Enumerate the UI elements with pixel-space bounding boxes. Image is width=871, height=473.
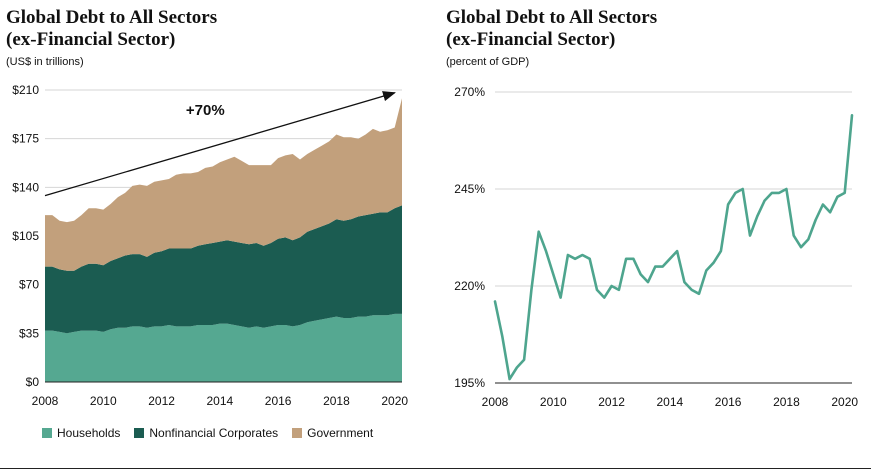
line-chart: 195% 220% 245% 270% 2008 2010 2012 2014 2016 2018… (454, 85, 858, 409)
right-x-tick-label: 2014 (657, 395, 684, 409)
legend: Households Nonfinancial Corporates Gover… (42, 426, 373, 440)
left-y-tick-label: $0 (26, 375, 40, 389)
right-x-tick-label: 2008 (482, 395, 509, 409)
left-x-tick-label: 2016 (265, 394, 292, 408)
right-y-tick-label: 245% (454, 182, 485, 196)
left-chart-subtitle: (US$ in trillions) (6, 56, 84, 68)
left-chart-title: Global Debt to All Sectors (ex-Financial… (6, 7, 306, 51)
left-x-tick-label: 2020 (381, 394, 408, 408)
area-nonfinancial-corporates (45, 205, 402, 334)
left-x-tick-label: 2014 (207, 394, 234, 408)
right-x-tick-label: 2012 (598, 395, 625, 409)
left-y-tick-label: $175 (12, 132, 39, 146)
left-title-line2: (ex-Financial Sector) (6, 29, 176, 50)
left-y-tick-label: $70 (19, 278, 39, 292)
left-x-tick-label: 2018 (323, 394, 350, 408)
legend-swatch-nonfinancial (134, 428, 145, 438)
right-title-line2: (ex-Financial Sector) (446, 29, 616, 50)
right-y-tick-label: 195% (454, 376, 485, 390)
area-households (45, 313, 402, 382)
legend-item-households: Households (42, 426, 120, 440)
legend-label-nonfinancial: Nonfinancial Corporates (149, 426, 279, 440)
legend-swatch-households (42, 428, 52, 438)
right-x-tick-label: 2020 (831, 395, 858, 409)
legend-item-nonfinancial: Nonfinancial Corporates (134, 426, 278, 440)
right-title-line1: Global Debt to All Sectors (446, 7, 658, 28)
left-y-tick-label: $105 (12, 229, 39, 243)
debt-to-gdp-line (493, 114, 854, 381)
left-x-tick-label: 2008 (32, 394, 59, 408)
left-x-tick-label: 2010 (90, 394, 117, 408)
left-y-tick-label: $35 (19, 326, 39, 340)
area-government (45, 98, 402, 271)
right-chart-title: Global Debt to All Sectors (ex-Financial… (446, 7, 746, 51)
growth-annotation-label: +70% (186, 102, 225, 119)
right-x-tick-label: 2010 (540, 395, 567, 409)
left-y-tick-label: $210 (12, 83, 39, 97)
right-y-tick-label: 220% (454, 279, 485, 293)
left-y-tick-label: $140 (12, 180, 39, 194)
stacked-area-chart: $0 $35 $70 $105 $140 $175 $210 2008 2010 2012 2014… (12, 83, 408, 408)
legend-label-government: Government (307, 426, 374, 440)
growth-arrow (44, 91, 396, 197)
right-x-tick-label: 2016 (715, 395, 742, 409)
legend-swatch-government (292, 428, 303, 438)
left-title-line1: Global Debt to All Sectors (6, 7, 218, 28)
bottom-rule (0, 468, 871, 469)
left-x-tick-label: 2012 (148, 394, 175, 408)
legend-item-government: Government (292, 426, 373, 440)
legend-label-households: Households (57, 426, 121, 440)
right-y-tick-label: 270% (454, 85, 485, 99)
right-x-tick-label: 2018 (773, 395, 800, 409)
right-chart-subtitle: (percent of GDP) (446, 56, 530, 68)
